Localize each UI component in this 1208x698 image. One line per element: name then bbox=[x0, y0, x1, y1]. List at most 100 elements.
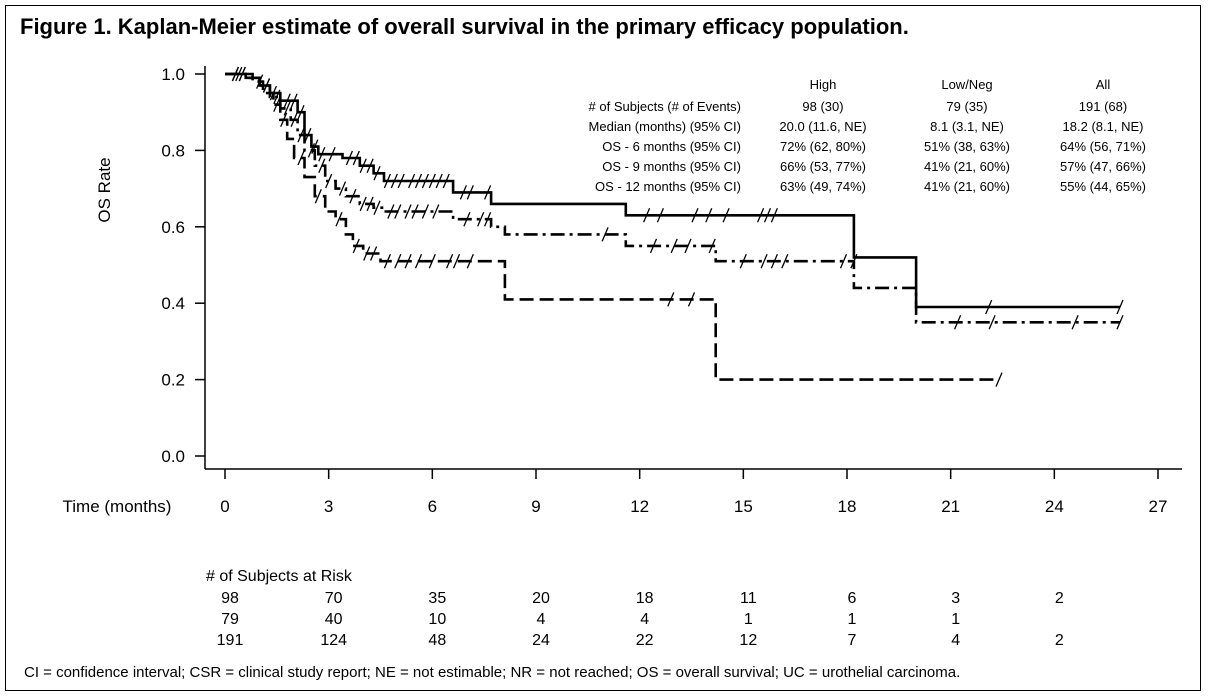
censor-mark bbox=[318, 158, 326, 173]
censor-mark bbox=[338, 181, 347, 196]
stats-cell: 72% (62, 80%) bbox=[780, 139, 866, 154]
censor-mark bbox=[256, 74, 264, 89]
censor-mark bbox=[352, 150, 360, 166]
censor-mark bbox=[283, 93, 291, 108]
km-curve-low_neg bbox=[225, 72, 999, 381]
censor-mark bbox=[687, 292, 696, 307]
censor-mark bbox=[452, 253, 461, 269]
risk-cell: 70 bbox=[325, 590, 343, 607]
censor-mark bbox=[314, 188, 322, 204]
censor-mark bbox=[432, 204, 440, 219]
censor-mark bbox=[995, 372, 1003, 387]
censor-mark bbox=[722, 208, 730, 223]
censor-mark bbox=[760, 253, 768, 269]
censor-mark bbox=[839, 253, 848, 269]
stats-column-header: Low/Neg bbox=[941, 77, 992, 92]
censor-mark bbox=[283, 101, 291, 116]
risk-cell: 6 bbox=[848, 590, 857, 607]
censor-mark bbox=[280, 112, 288, 128]
censor-mark bbox=[442, 173, 450, 189]
censor-mark bbox=[428, 253, 436, 269]
stats-cell: 191 (68) bbox=[1079, 99, 1127, 114]
censor-mark bbox=[954, 315, 962, 330]
censor-mark bbox=[649, 238, 658, 254]
censor-mark bbox=[1116, 299, 1124, 315]
censor-mark bbox=[850, 253, 858, 269]
stats-cell: 55% (44, 65%) bbox=[1060, 179, 1146, 194]
x-tick-label: 6 bbox=[428, 497, 437, 516]
stats-row-label: Median (months) (95% CI) bbox=[589, 119, 741, 134]
censor-mark bbox=[370, 246, 378, 261]
risk-cell: 4 bbox=[951, 632, 960, 649]
censor-mark bbox=[463, 211, 471, 227]
censor-mark bbox=[414, 253, 423, 269]
censor-mark bbox=[328, 146, 336, 162]
censor-mark bbox=[297, 104, 305, 120]
censor-mark bbox=[366, 158, 374, 173]
footnote: CI = confidence interval; CSR = clinical… bbox=[24, 664, 961, 681]
censor-mark bbox=[383, 253, 391, 269]
risk-cell: 79 bbox=[221, 611, 239, 628]
risk-cell: 1 bbox=[951, 611, 960, 628]
censor-mark bbox=[466, 253, 474, 269]
censor-mark bbox=[394, 204, 402, 219]
censor-mark bbox=[394, 253, 402, 269]
x-tick-label: 15 bbox=[734, 497, 753, 516]
censor-mark bbox=[290, 112, 298, 128]
stats-row-label: OS - 12 months (95% CI) bbox=[595, 179, 741, 194]
censor-mark bbox=[297, 127, 305, 143]
censor-mark bbox=[781, 253, 789, 269]
censor-mark bbox=[238, 66, 246, 82]
x-tick-label: 21 bbox=[941, 497, 960, 516]
censor-mark bbox=[387, 204, 395, 219]
risk-cell: 1 bbox=[848, 611, 857, 628]
censor-mark bbox=[988, 315, 996, 330]
censor-mark bbox=[273, 89, 281, 105]
censor-mark bbox=[363, 246, 371, 261]
censor-mark bbox=[373, 200, 381, 215]
x-tick-label: 24 bbox=[1045, 497, 1064, 516]
stats-cell: 18.2 (8.1, NE) bbox=[1063, 119, 1144, 134]
series-all bbox=[225, 66, 1124, 330]
figure-frame bbox=[5, 5, 1201, 691]
censor-mark bbox=[757, 208, 765, 223]
stats-row-label: OS - 9 months (95% CI) bbox=[602, 159, 741, 174]
y-tick-label: 1.0 bbox=[161, 65, 185, 84]
censor-mark bbox=[763, 208, 772, 223]
censor-mark bbox=[656, 208, 664, 223]
figure-title: Figure 1. Kaplan-Meier estimate of overa… bbox=[20, 14, 909, 39]
x-tick-label: 0 bbox=[220, 497, 229, 516]
censor-mark bbox=[484, 185, 492, 200]
censor-mark bbox=[770, 208, 778, 223]
stats-row-label: # of Subjects (# of Events) bbox=[589, 99, 741, 114]
censor-mark bbox=[318, 146, 326, 162]
censor-mark bbox=[404, 253, 412, 269]
risk-cell: 124 bbox=[320, 632, 347, 649]
censor-mark bbox=[477, 211, 485, 227]
censor-mark bbox=[304, 127, 312, 143]
risk-cell: 11 bbox=[740, 590, 757, 607]
censor-mark bbox=[273, 97, 281, 112]
censor-mark bbox=[421, 204, 429, 219]
censor-mark bbox=[985, 299, 993, 315]
censor-mark bbox=[345, 150, 353, 166]
censor-mark bbox=[739, 253, 747, 269]
censor-mark bbox=[397, 173, 405, 189]
censor-mark bbox=[359, 196, 367, 212]
stats-column-header: High bbox=[810, 77, 837, 92]
risk-cell: 22 bbox=[636, 632, 654, 649]
risk-cell: 3 bbox=[951, 590, 960, 607]
risk-cell: 98 bbox=[221, 590, 239, 607]
stats-cell: 57% (47, 66%) bbox=[1060, 159, 1146, 174]
censor-mark bbox=[667, 292, 675, 307]
x-tick-label: 18 bbox=[838, 497, 857, 516]
risk-cell: 10 bbox=[428, 611, 446, 628]
censor-mark bbox=[325, 173, 333, 189]
stats-cell: 41% (21, 60%) bbox=[924, 159, 1010, 174]
x-axis-label: Time (months) bbox=[63, 497, 172, 516]
risk-cell: 7 bbox=[848, 632, 857, 649]
risk-cell: 35 bbox=[428, 590, 446, 607]
censor-mark bbox=[1116, 315, 1124, 330]
stats-cell: 51% (38, 63%) bbox=[924, 139, 1010, 154]
censor-mark bbox=[708, 238, 716, 254]
